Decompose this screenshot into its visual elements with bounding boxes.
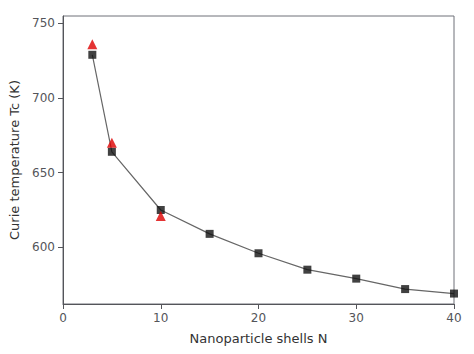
svg-text:10: 10 <box>153 311 168 325</box>
svg-text:600: 600 <box>32 240 55 254</box>
svg-text:750: 750 <box>32 16 55 30</box>
svg-text:700: 700 <box>32 91 55 105</box>
svg-text:20: 20 <box>251 311 266 325</box>
svg-text:650: 650 <box>32 166 55 180</box>
svg-text:30: 30 <box>349 311 364 325</box>
svg-text:40: 40 <box>446 311 461 325</box>
svg-text:Curie temperature Tc (K): Curie temperature Tc (K) <box>7 80 22 240</box>
svg-text:Nanoparticle shells N: Nanoparticle shells N <box>190 331 328 346</box>
svg-text:0: 0 <box>59 311 67 325</box>
